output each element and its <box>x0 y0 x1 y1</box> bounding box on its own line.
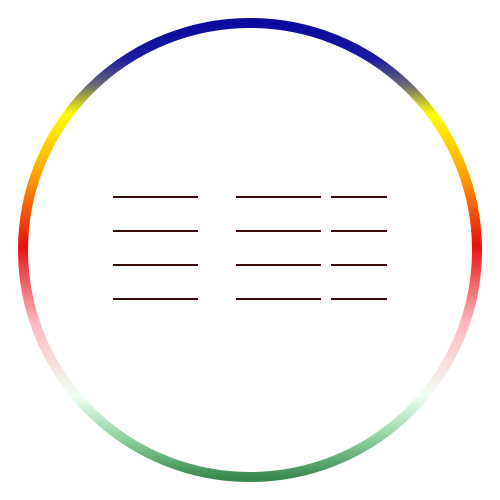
blank-line-r1-c3 <box>331 196 387 198</box>
blank-line-r3-c3 <box>331 264 387 266</box>
blank-line-r2-c3 <box>331 230 387 232</box>
blank-line-r2-c1 <box>113 230 198 232</box>
blank-line-r1-c1 <box>113 196 198 198</box>
blank-line-r2-c2 <box>236 230 321 232</box>
ring-stroke <box>18 18 482 482</box>
blank-line-r3-c1 <box>113 264 198 266</box>
blank-line-r4-c2 <box>236 298 321 300</box>
blank-line-r1-c2 <box>236 196 321 198</box>
blank-line-r3-c2 <box>236 264 321 266</box>
blank-line-r4-c1 <box>113 298 198 300</box>
blank-line-r4-c3 <box>331 298 387 300</box>
